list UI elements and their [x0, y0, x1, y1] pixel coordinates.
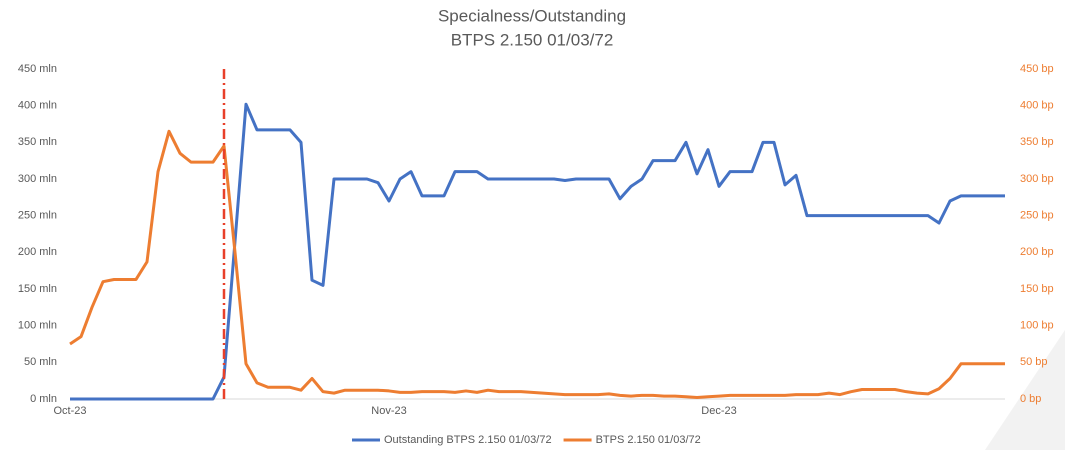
y2-tick-label: 350 bp — [1020, 136, 1054, 148]
y-tick-label: 450 mln — [18, 63, 57, 75]
y-tick-label: 300 mln — [18, 173, 57, 185]
y2-tick-label: 150 bp — [1020, 283, 1054, 295]
legend-label: BTPS 2.150 01/03/72 — [596, 434, 701, 446]
legend-label: Outstanding BTPS 2.150 01/03/72 — [384, 434, 552, 446]
y-tick-label: 0 mln — [30, 393, 57, 405]
y2-tick-label: 200 bp — [1020, 246, 1054, 258]
y-tick-label: 400 mln — [18, 100, 57, 112]
y-tick-label: 200 mln — [18, 246, 57, 258]
y-tick-label: 50 mln — [24, 356, 57, 368]
y-tick-label: 350 mln — [18, 136, 57, 148]
y2-tick-label: 300 bp — [1020, 173, 1054, 185]
x-tick-label: Oct-23 — [53, 405, 86, 417]
y2-tick-label: 450 bp — [1020, 63, 1054, 75]
y-tick-label: 250 mln — [18, 210, 57, 222]
y2-tick-label: 100 bp — [1020, 320, 1054, 332]
y-tick-label: 150 mln — [18, 283, 57, 295]
y2-tick-label: 400 bp — [1020, 100, 1054, 112]
x-tick-label: Dec-23 — [701, 405, 736, 417]
chart-title: Specialness/Outstanding — [438, 6, 626, 25]
series-line — [70, 102, 1005, 401]
corner-decoration — [985, 330, 1065, 450]
series-line — [69, 129, 1005, 400]
x-tick-label: Nov-23 — [371, 405, 406, 417]
y2-tick-label: 250 bp — [1020, 210, 1054, 222]
y2-tick-label: 50 bp — [1020, 356, 1048, 368]
y-tick-label: 100 mln — [18, 320, 57, 332]
chart-subtitle: BTPS 2.150 01/03/72 — [451, 30, 614, 49]
y2-tick-label: 0 bp — [1020, 393, 1041, 405]
